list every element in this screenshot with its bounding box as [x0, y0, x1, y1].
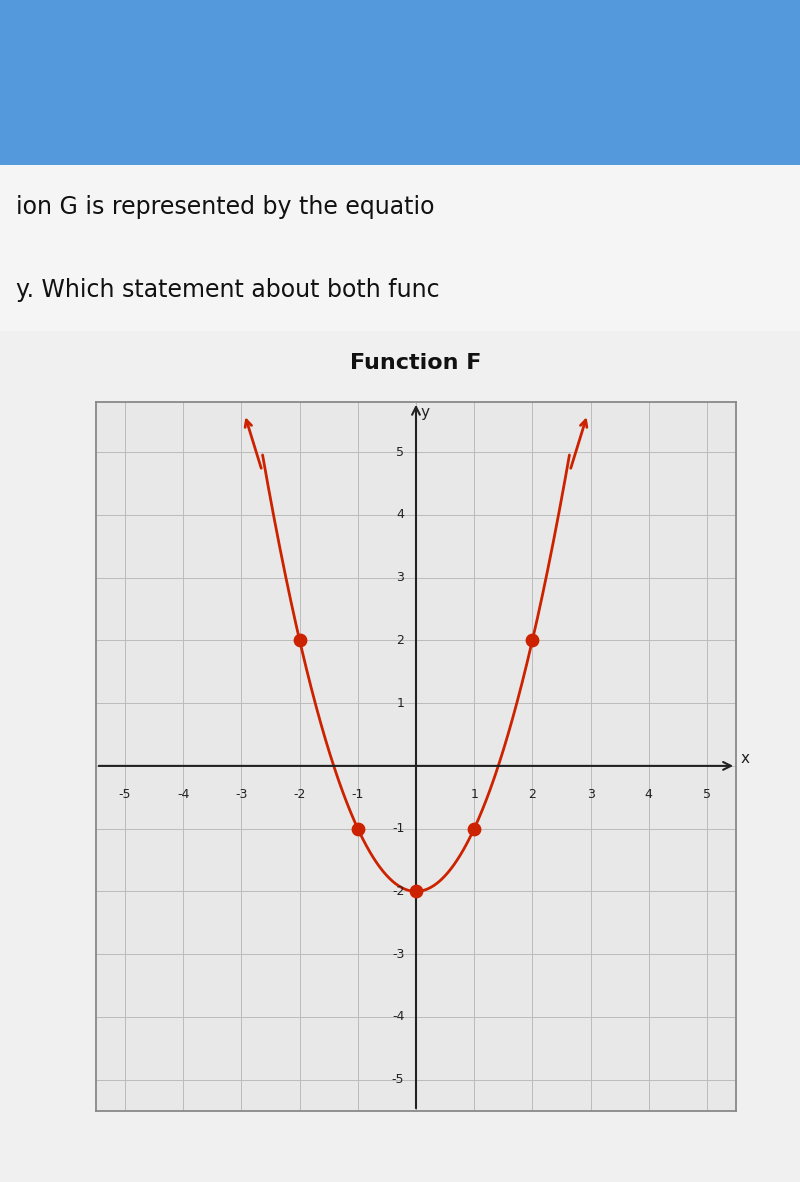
Point	[410, 882, 422, 901]
Text: -1: -1	[352, 788, 364, 801]
Text: -1: -1	[392, 823, 404, 836]
Text: 1: 1	[397, 696, 404, 709]
Text: 3: 3	[397, 571, 404, 584]
Text: -4: -4	[177, 788, 190, 801]
Text: -3: -3	[392, 948, 404, 961]
Text: 5: 5	[703, 788, 711, 801]
Point	[351, 819, 364, 838]
Text: -4: -4	[392, 1011, 404, 1024]
Text: 4: 4	[397, 508, 404, 521]
Text: 4: 4	[645, 788, 653, 801]
Point	[294, 631, 306, 650]
Text: -2: -2	[392, 885, 404, 898]
Text: ion G is represented by the equatio: ion G is represented by the equatio	[16, 195, 434, 219]
Text: y. Which statement about both func: y. Which statement about both func	[16, 278, 440, 301]
Text: -5: -5	[392, 1073, 404, 1086]
Point	[526, 631, 538, 650]
Text: 1: 1	[470, 788, 478, 801]
Text: -5: -5	[119, 788, 131, 801]
Text: Function F: Function F	[350, 353, 482, 374]
Text: -2: -2	[294, 788, 306, 801]
Text: 5: 5	[396, 446, 404, 459]
Text: 2: 2	[397, 634, 404, 647]
Text: y: y	[420, 405, 430, 420]
Text: 2: 2	[529, 788, 536, 801]
Text: -3: -3	[235, 788, 248, 801]
Text: 3: 3	[586, 788, 594, 801]
Point	[468, 819, 481, 838]
Text: x: x	[741, 751, 750, 766]
